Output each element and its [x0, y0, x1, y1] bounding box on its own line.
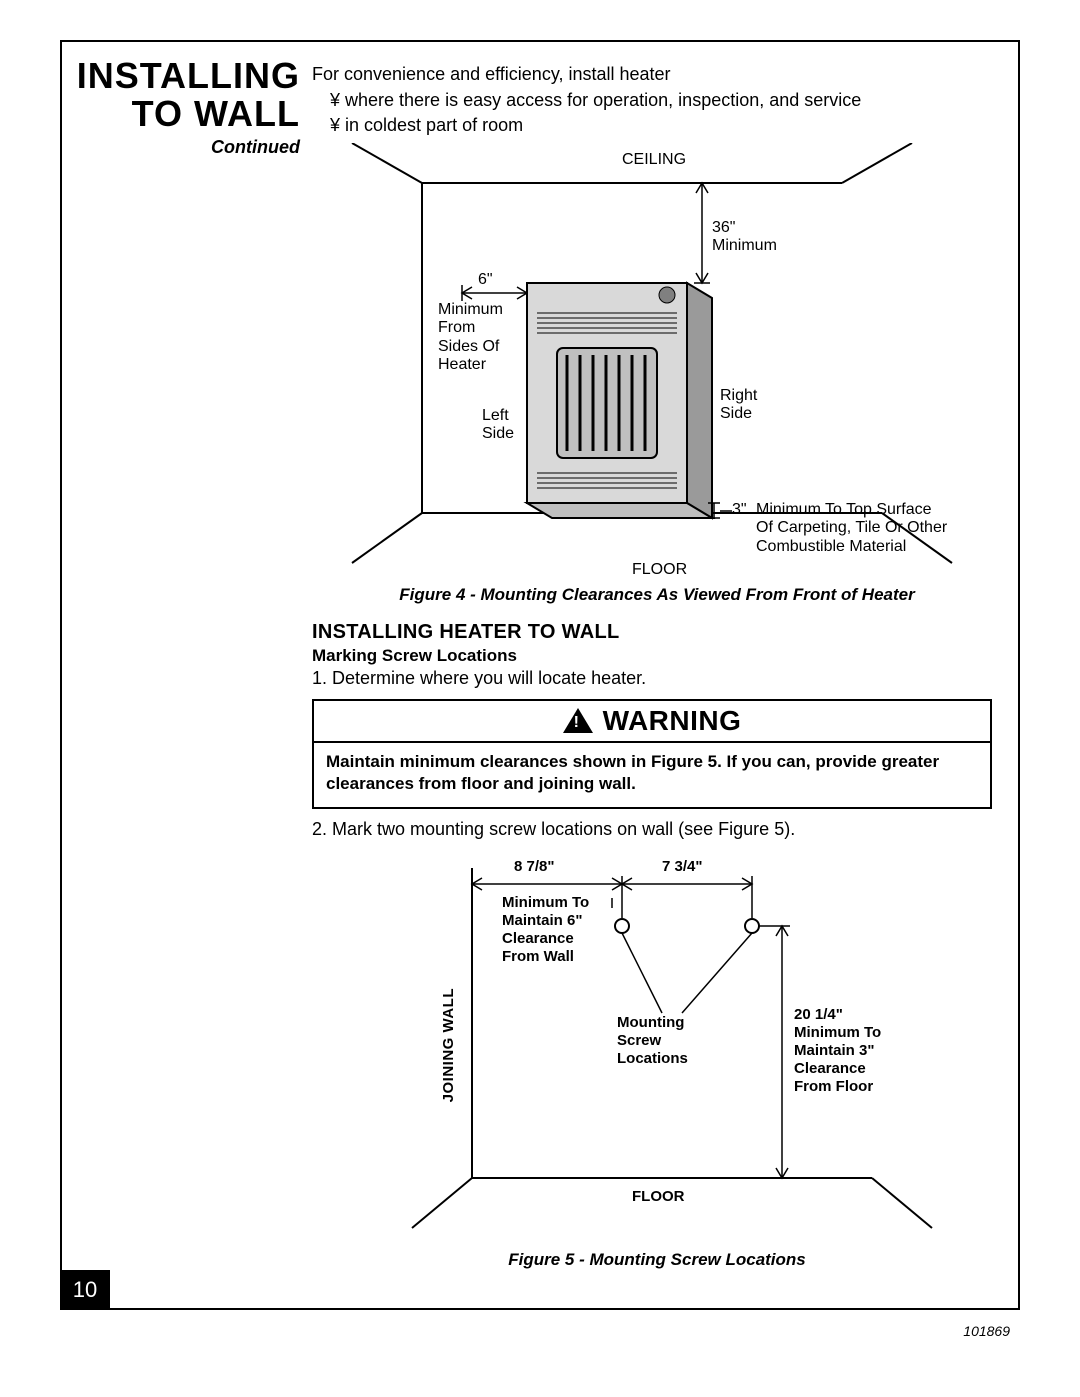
fig5-floor: FLOOR	[632, 1188, 685, 1206]
fig5-note-v: Minimum To Maintain 3" Clearance From Fl…	[794, 1024, 881, 1096]
warning-box: WARNING Maintain minimum clearances show…	[312, 699, 992, 809]
warning-body: Maintain minimum clearances shown in Fig…	[314, 743, 990, 807]
warning-header: WARNING	[314, 701, 990, 743]
fig4-right-side: Right Side	[720, 387, 757, 424]
section-h2: INSTALLING HEATER TO WALL	[312, 621, 1002, 644]
fig5-note-left: Minimum To Maintain 6" Clearance From Wa…	[502, 894, 589, 966]
step-1: 1. Determine where you will locate heate…	[312, 668, 1002, 689]
bullet-1: ¥ where there is easy access for operati…	[330, 88, 1002, 112]
figure-5: 8 7/8" 7 3/4" Minimum To Maintain 6" Cle…	[312, 848, 1002, 1248]
right-column: For convenience and efficiency, install …	[312, 62, 1002, 1270]
page-number: 10	[60, 1270, 110, 1310]
fig5-dim-right: 7 3/4"	[662, 858, 702, 876]
fig4-ceiling-label: CEILING	[622, 151, 686, 169]
fig5-dim-left: 8 7/8"	[514, 858, 554, 876]
warning-title: WARNING	[603, 705, 742, 737]
fig4-side-dim: 6"	[478, 271, 493, 289]
fig4-bottom-text: Minimum To Top Surface Of Carpeting, Til…	[756, 501, 947, 556]
fig4-floor-label: FLOOR	[632, 561, 687, 579]
section-title-1: INSTALLING	[62, 57, 300, 95]
fig4-top-min-2: Minimum	[712, 237, 777, 255]
bullet-list: ¥ where there is easy access for operati…	[330, 88, 1002, 137]
page-frame: INSTALLING TO WALL Continued For conveni…	[60, 40, 1020, 1310]
fig5-mounting-label: Mounting Screw Locations	[617, 1014, 688, 1068]
figure-4-caption: Figure 4 - Mounting Clearances As Viewed…	[312, 585, 1002, 605]
document-number: 101869	[963, 1323, 1010, 1339]
fig4-left-side: Left Side	[482, 407, 514, 444]
section-h3: Marking Screw Locations	[312, 646, 1002, 666]
intro-text: For convenience and efficiency, install …	[312, 62, 1002, 86]
fig5-dim-v: 20 1/4"	[794, 1006, 843, 1024]
section-title-2: TO WALL	[62, 95, 300, 133]
figure-5-caption: Figure 5 - Mounting Screw Locations	[312, 1250, 1002, 1270]
figure-4: CEILING 36" Minimum 6" Minimum From Side…	[312, 143, 1002, 583]
left-column: INSTALLING TO WALL Continued	[62, 57, 312, 158]
fig4-bottom-dim: 3"	[732, 501, 747, 519]
fig5-joining-wall: JOINING WALL	[440, 988, 457, 1102]
fig4-side-text: Minimum From Sides Of Heater	[438, 301, 503, 375]
section-subtitle: Continued	[62, 137, 300, 158]
step-2: 2. Mark two mounting screw locations on …	[312, 819, 1002, 840]
bullet-2: ¥ in coldest part of room	[330, 113, 1002, 137]
warning-triangle-icon	[563, 708, 593, 733]
fig4-top-min-1: 36"	[712, 219, 735, 237]
